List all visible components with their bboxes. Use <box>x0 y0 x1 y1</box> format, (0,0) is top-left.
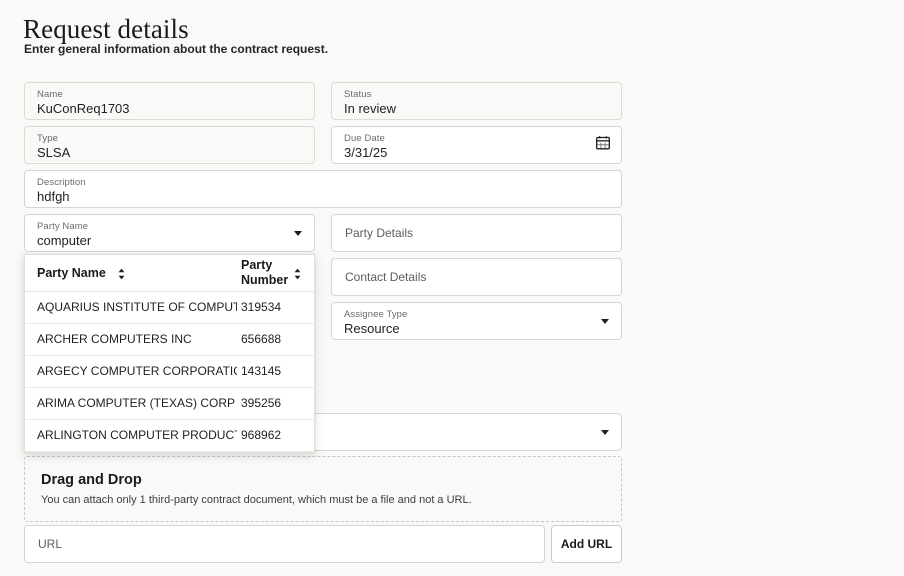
add-url-button[interactable]: Add URL <box>551 525 622 563</box>
dropdown-header-row: Party Name Party Number <box>25 255 314 292</box>
contact-details-placeholder: Contact Details <box>345 270 427 284</box>
party-name-cell: ARLINGTON COMPUTER PRODUCTS <box>37 428 237 442</box>
party-number-cell: 656688 <box>241 332 282 346</box>
list-item[interactable]: AQUARIUS INSTITUTE OF COMPUT… 319534 <box>25 292 314 324</box>
list-item[interactable]: ARIMA COMPUTER (TEXAS) CORP 395256 <box>25 388 314 420</box>
party-name-dropdown-popup[interactable]: Party Name Party Number AQUARIUS INSTITU… <box>24 254 315 453</box>
url-input[interactable]: URL <box>24 525 545 563</box>
sort-updown-icon[interactable] <box>293 267 302 285</box>
party-name-field-label: Party Name <box>37 221 89 232</box>
party-number-cell: 395256 <box>241 396 282 410</box>
page-title: Request details <box>23 14 189 44</box>
description-field-value: hdfgh <box>37 189 70 204</box>
list-item[interactable]: ARCHER COMPUTERS INC 656688 <box>25 324 314 356</box>
page-subtitle: Enter general information about the cont… <box>24 42 329 56</box>
party-name-cell: AQUARIUS INSTITUTE OF COMPUT… <box>37 300 237 314</box>
dropdown-row-list: AQUARIUS INSTITUTE OF COMPUT… 319534 ARC… <box>25 292 314 453</box>
dropzone-title: Drag and Drop <box>41 472 142 488</box>
status-field-label: Status <box>344 89 372 100</box>
file-dropzone[interactable]: Drag and Drop You can attach only 1 thir… <box>24 456 622 522</box>
due-date-field[interactable]: Due Date 3/31/25 <box>331 126 622 164</box>
party-name-field-value: computer <box>37 233 92 248</box>
column-header-party-name[interactable]: Party Name <box>37 266 106 280</box>
url-input-placeholder: URL <box>38 537 63 551</box>
type-field-label: Type <box>37 133 58 144</box>
calendar-icon[interactable] <box>596 136 610 155</box>
list-item[interactable]: ARLINGTON COMPUTER PRODUCTS 968962 <box>25 420 314 452</box>
party-name-cell: ARGECY COMPUTER CORPORATION <box>37 364 237 378</box>
assignee-type-field-label: Assignee Type <box>344 309 408 320</box>
assignee-type-field-value: Resource <box>344 321 400 336</box>
party-details-placeholder: Party Details <box>345 226 414 240</box>
type-field-value: SLSA <box>37 145 71 160</box>
party-number-cell: 968962 <box>241 428 282 442</box>
description-field-label: Description <box>37 177 86 188</box>
name-field-label: Name <box>37 89 63 100</box>
column-header-party-number[interactable]: Party Number <box>241 258 289 287</box>
due-date-field-label: Due Date <box>344 133 385 144</box>
list-item[interactable]: ARLINGTON COMPUTER PRODUCT 368212 <box>25 452 314 453</box>
description-field[interactable]: Description hdfgh <box>24 170 622 208</box>
chevron-down-icon[interactable] <box>601 319 609 324</box>
contact-details-field[interactable]: Contact Details <box>331 258 622 296</box>
name-field[interactable]: Name KuConReq1703 <box>24 82 315 120</box>
status-field[interactable]: Status In review <box>331 82 622 120</box>
chevron-down-icon[interactable] <box>601 430 609 435</box>
dropzone-subtitle: You can attach only 1 third-party contra… <box>41 494 472 506</box>
sort-updown-icon[interactable] <box>117 267 126 285</box>
party-number-cell: 143145 <box>241 364 282 378</box>
assignee-type-field[interactable]: Assignee Type Resource <box>331 302 622 340</box>
party-name-cell: ARIMA COMPUTER (TEXAS) CORP <box>37 396 236 410</box>
name-field-value: KuConReq1703 <box>37 101 130 116</box>
due-date-field-value: 3/31/25 <box>344 145 388 160</box>
party-number-cell: 319534 <box>241 300 282 314</box>
chevron-down-icon[interactable] <box>294 231 302 236</box>
type-field[interactable]: Type SLSA <box>24 126 315 164</box>
party-name-field[interactable]: Party Name computer <box>24 214 315 252</box>
list-item[interactable]: ARGECY COMPUTER CORPORATION 143145 <box>25 356 314 388</box>
party-name-cell: ARCHER COMPUTERS INC <box>37 332 192 346</box>
status-field-value: In review <box>344 101 397 116</box>
party-details-field[interactable]: Party Details <box>331 214 622 252</box>
